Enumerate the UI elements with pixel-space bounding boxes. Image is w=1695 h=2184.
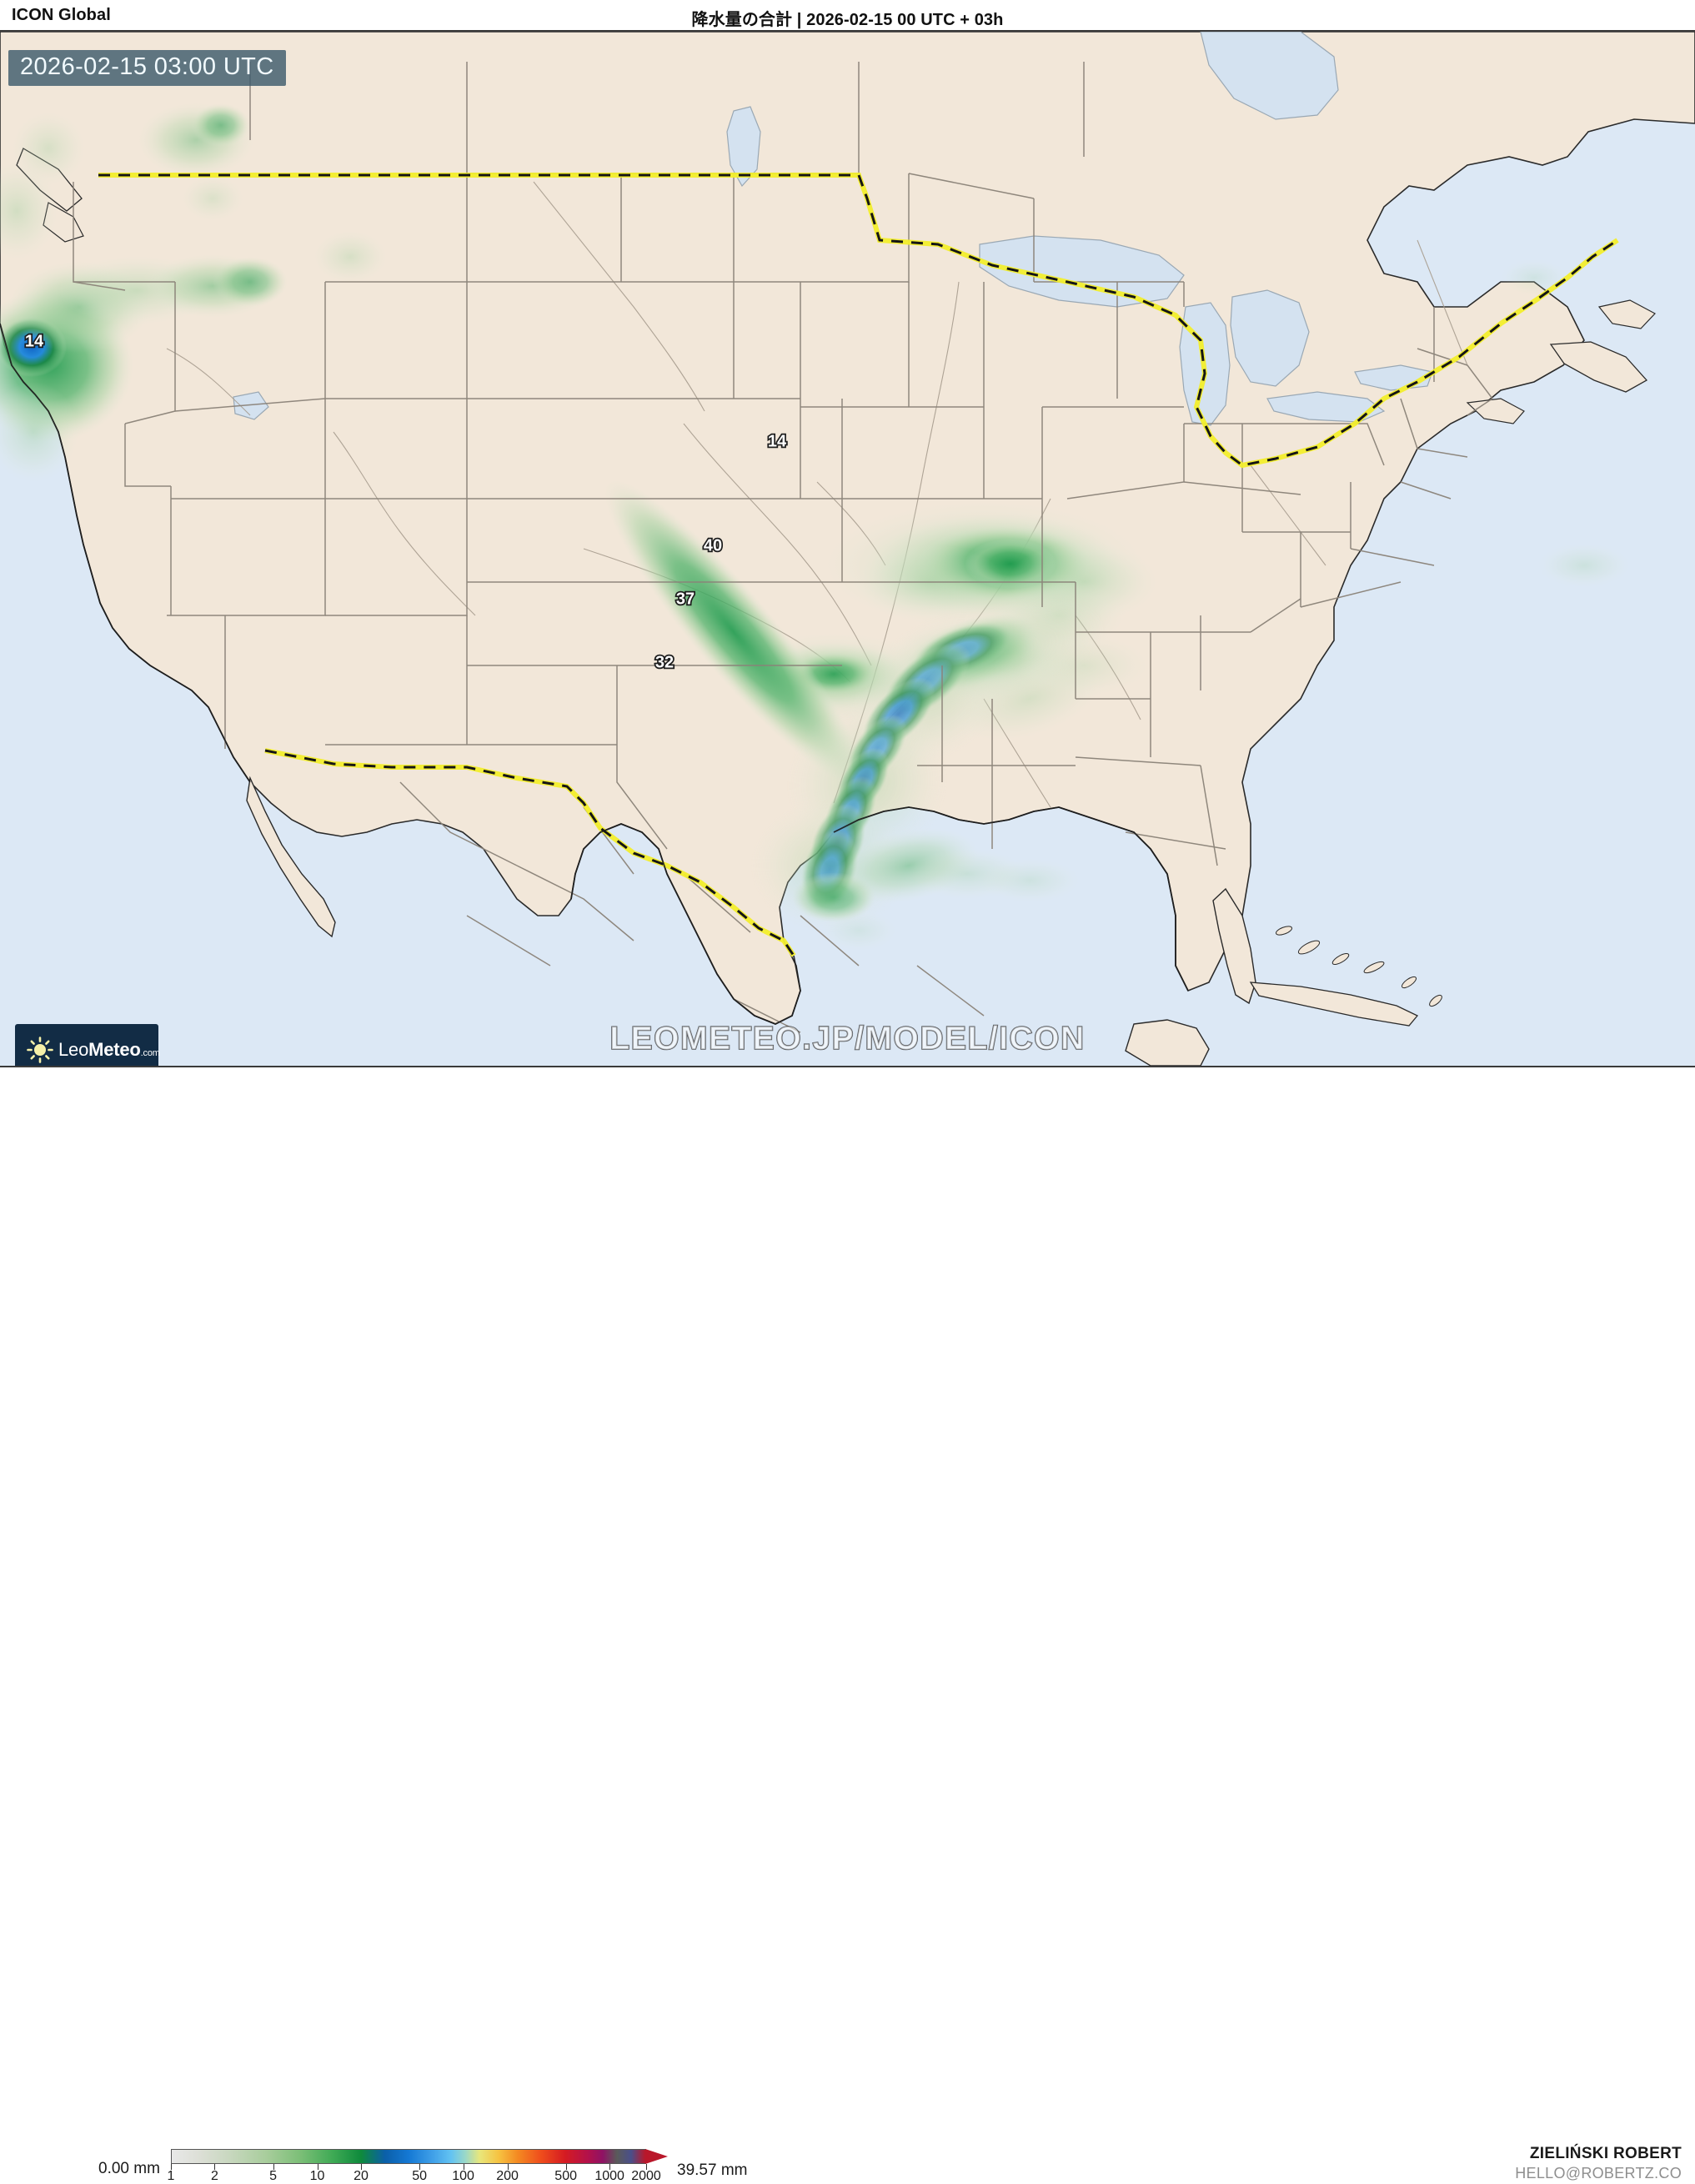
colorbar-tick-label: 2 <box>210 2169 218 2183</box>
model-name-label: ICON Global <box>12 6 111 24</box>
great-salt-lake <box>233 391 269 420</box>
lake-huron <box>1230 289 1310 387</box>
nova-scotia <box>1549 341 1648 393</box>
cuba-island <box>1249 982 1419 1027</box>
colorbar-overflow-arrow <box>645 2149 668 2164</box>
cape-cod-island <box>1466 398 1525 424</box>
colorbar-tick-label: 1000 <box>594 2169 624 2183</box>
timestamp-badge: 2026-02-15 03:00 UTC <box>8 50 286 86</box>
page-footer: 0.00 mm 1 2 5 10 20 50 100 200 500 1000 2000 39.57… <box>0 1067 1695 2183</box>
logo-text-meteo: Meteo <box>88 1039 141 1060</box>
author-name: ZIELIŃSKI ROBERT <box>1529 2145 1682 2162</box>
coastline-overlay <box>0 323 1189 1025</box>
logo-wordmark: LeoMeteo.com <box>58 1039 160 1061</box>
colorbar-tick-label: 50 <box>412 2169 428 2183</box>
colorbar-gradient[interactable] <box>171 2149 646 2164</box>
prince-edward-island <box>1597 299 1656 329</box>
colorbar-legend[interactable]: 1 2 5 10 20 50 100 200 500 1000 2000 <box>167 2149 671 2183</box>
colorbar-tick-label: 200 <box>496 2169 519 2183</box>
colorbar-tick-label: 1 <box>167 2169 175 2183</box>
logo-text-leo: Leo <box>58 1039 89 1060</box>
lake-erie <box>1266 391 1386 423</box>
page-header: ICON Global 降水量の合計 | 2026-02-15 00 UTC +… <box>0 0 1695 30</box>
weather-map[interactable]: 2026-02-15 03:00 UTC 14 14 40 37 32 LEOMETEO… <box>0 30 1695 1067</box>
page-title: 降水量の合計 | 2026-02-15 00 UTC + 03h <box>691 11 1004 29</box>
colorbar-tick-label: 500 <box>554 2169 578 2183</box>
baja-california <box>246 776 336 938</box>
map-canvas <box>0 32 1695 1066</box>
author-email: HELLO@ROBERTZ.CO <box>1515 2165 1682 2181</box>
bahamas-islands <box>1276 926 1442 1007</box>
colorbar-tick-label: 5 <box>269 2169 277 2183</box>
hudson-bay <box>1200 32 1339 120</box>
logo-text-tld: .com <box>140 1048 160 1058</box>
leometeo-logo[interactable]: LeoMeteo.com <box>15 1024 160 1066</box>
colorbar-tick-label: 10 <box>309 2169 325 2183</box>
florida-peninsula <box>1212 887 1256 1005</box>
sun-icon <box>27 1037 53 1063</box>
landmass-layer <box>0 32 1695 1066</box>
yucatan-peninsula <box>1125 1019 1210 1066</box>
state-borders-layer <box>73 62 1493 1033</box>
lake-superior <box>979 235 1185 308</box>
colorbar-tick-label: 2000 <box>631 2169 661 2183</box>
colorbar-max-label: 39.57 mm <box>677 2161 748 2179</box>
attribution: ZIELIŃSKI ROBERT HELLO@ROBERTZ.CO <box>1515 2145 1682 2182</box>
colorbar-tick-label: 100 <box>452 2169 474 2183</box>
colorbar-tick-label: 20 <box>354 2169 369 2183</box>
colorbar-min-label: 0.00 mm <box>98 2160 160 2177</box>
international-borders-layer <box>98 173 1619 957</box>
precipitation-layer <box>0 103 1630 951</box>
